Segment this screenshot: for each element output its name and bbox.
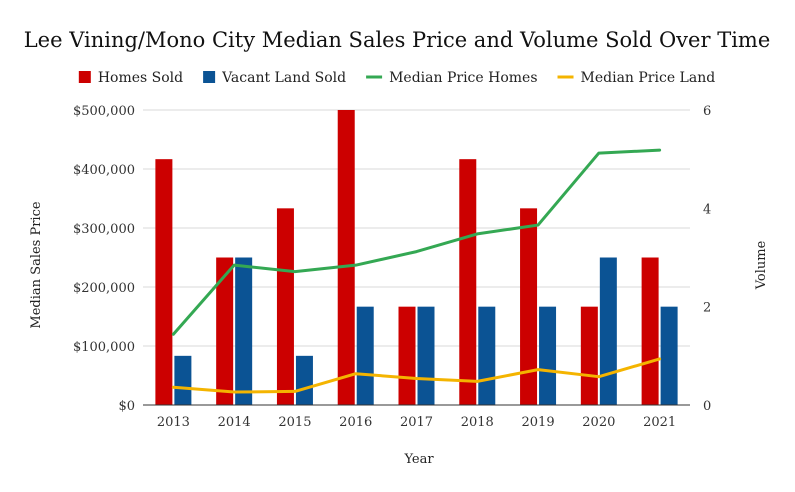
legend-item-median-price-homes: Median Price Homes bbox=[366, 70, 538, 86]
bar-vacant-land-sold-2020 bbox=[599, 257, 617, 405]
bar-homes-sold-2017 bbox=[398, 306, 416, 405]
bar-homes-sold-2020 bbox=[580, 306, 598, 405]
right-tick-label: 4 bbox=[703, 202, 711, 217]
bar-vacant-land-sold-2017 bbox=[417, 306, 435, 405]
left-tick-label: $0 bbox=[118, 399, 135, 414]
left-tick-label: $100,000 bbox=[73, 340, 135, 355]
right-tick-label: 2 bbox=[703, 301, 711, 316]
x-tick-label: 2015 bbox=[278, 415, 311, 430]
y-axis-label-left: Median Sales Price bbox=[29, 201, 44, 328]
bar-vacant-land-sold-2015 bbox=[295, 355, 313, 405]
bars bbox=[155, 110, 678, 405]
x-axis-ticks: 2013 2014 2015 2016 2017 2018 2019 2020 2021 bbox=[157, 415, 676, 430]
x-tick-label: 2021 bbox=[643, 415, 676, 430]
legend-label: Median Price Land bbox=[581, 70, 716, 86]
legend-swatch bbox=[203, 71, 216, 83]
left-axis-ticks: $0 $100,000 $200,000 $300,000 $400,000 $500,0… bbox=[73, 104, 135, 414]
x-tick-label: 2020 bbox=[582, 415, 615, 430]
right-axis-ticks: 0 2 4 6 bbox=[703, 104, 711, 414]
left-tick-label: $500,000 bbox=[73, 104, 135, 119]
x-tick-label: 2019 bbox=[522, 415, 555, 430]
x-tick-label: 2014 bbox=[218, 415, 251, 430]
legend-label: Homes Sold bbox=[98, 70, 183, 86]
bar-vacant-land-sold-2018 bbox=[478, 306, 496, 405]
bar-homes-sold-2019 bbox=[520, 208, 538, 405]
y-axis-label-right: Volume bbox=[754, 240, 769, 290]
bar-homes-sold-2016 bbox=[337, 110, 355, 405]
left-tick-label: $400,000 bbox=[73, 163, 135, 178]
legend-item-vacant-land-sold: Vacant Land Sold bbox=[203, 70, 346, 86]
lines bbox=[171, 148, 662, 394]
line-median-price-land bbox=[171, 357, 662, 394]
x-tick-label: 2013 bbox=[157, 415, 190, 430]
bar-homes-sold-2014 bbox=[216, 257, 234, 405]
legend-swatch bbox=[78, 71, 91, 83]
legend-item-median-price-land: Median Price Land bbox=[557, 70, 716, 86]
bar-homes-sold-2013 bbox=[155, 159, 173, 405]
chart-title: Lee Vining/Mono City Median Sales Price … bbox=[24, 28, 771, 52]
left-tick-label: $300,000 bbox=[73, 222, 135, 237]
bar-vacant-land-sold-2013 bbox=[174, 355, 192, 405]
bar-homes-sold-2015 bbox=[276, 208, 294, 405]
bar-vacant-land-sold-2021 bbox=[660, 306, 678, 405]
x-tick-label: 2016 bbox=[339, 415, 372, 430]
legend-label: Median Price Homes bbox=[389, 70, 537, 86]
right-tick-label: 0 bbox=[703, 399, 711, 414]
gridlines bbox=[143, 109, 690, 347]
bar-vacant-land-sold-2014 bbox=[235, 257, 253, 405]
legend-item-homes-sold: Homes Sold bbox=[78, 70, 183, 86]
line-median-price-homes bbox=[171, 148, 662, 336]
left-tick-label: $200,000 bbox=[73, 281, 135, 296]
bar-homes-sold-2018 bbox=[459, 159, 477, 405]
x-axis-label: Year bbox=[403, 452, 434, 467]
bar-vacant-land-sold-2019 bbox=[539, 306, 557, 405]
bar-homes-sold-2021 bbox=[641, 257, 659, 405]
x-tick-label: 2018 bbox=[461, 415, 494, 430]
legend-label: Vacant Land Sold bbox=[221, 70, 346, 86]
legend: Homes Sold Vacant Land Sold Median Price H… bbox=[78, 70, 716, 86]
x-tick-label: 2017 bbox=[400, 415, 433, 430]
right-tick-label: 6 bbox=[703, 104, 711, 119]
bar-vacant-land-sold-2016 bbox=[356, 306, 374, 405]
